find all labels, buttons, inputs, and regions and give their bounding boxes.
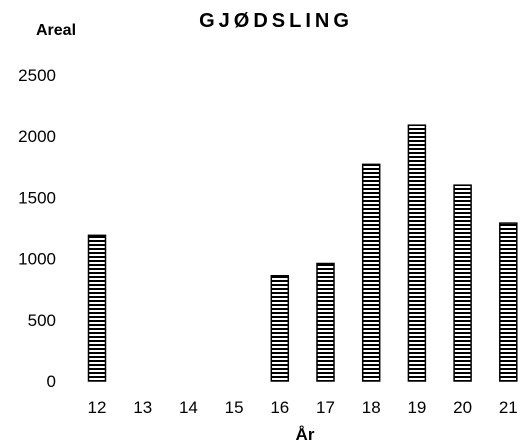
x-tick-label: 18 [362,398,381,417]
x-tick-label: 20 [453,398,472,417]
bar [499,222,518,382]
x-tick-label: 15 [225,398,244,417]
x-tick-label: 13 [133,398,152,417]
bar [87,234,107,382]
y-tick-label: 1000 [18,250,56,269]
bar [453,184,472,382]
y-tick-label: 2000 [18,127,56,146]
bar [407,124,427,382]
bar [316,262,335,382]
x-axis-label: År [296,425,315,444]
y-tick-label: 500 [28,311,56,330]
x-tick-labels: 12 13 14 15 16 17 18 19 20 21 [88,398,518,417]
y-tick-label: 0 [47,372,56,391]
chart-title: GJØDSLING [199,10,353,32]
x-tick-label: 17 [316,398,335,417]
bar [361,163,381,382]
y-tick-label: 1500 [18,188,56,207]
x-tick-label: 14 [179,398,198,417]
bars [87,124,518,382]
x-tick-label: 16 [270,398,289,417]
x-tick-label: 12 [88,398,107,417]
bar [270,274,290,382]
y-tick-labels: 0 500 1000 1500 2000 2500 [18,66,56,391]
x-tick-label: 21 [499,398,518,417]
x-tick-label: 19 [407,398,426,417]
y-tick-label: 2500 [18,66,56,85]
y-axis-label: Areal [36,22,76,39]
